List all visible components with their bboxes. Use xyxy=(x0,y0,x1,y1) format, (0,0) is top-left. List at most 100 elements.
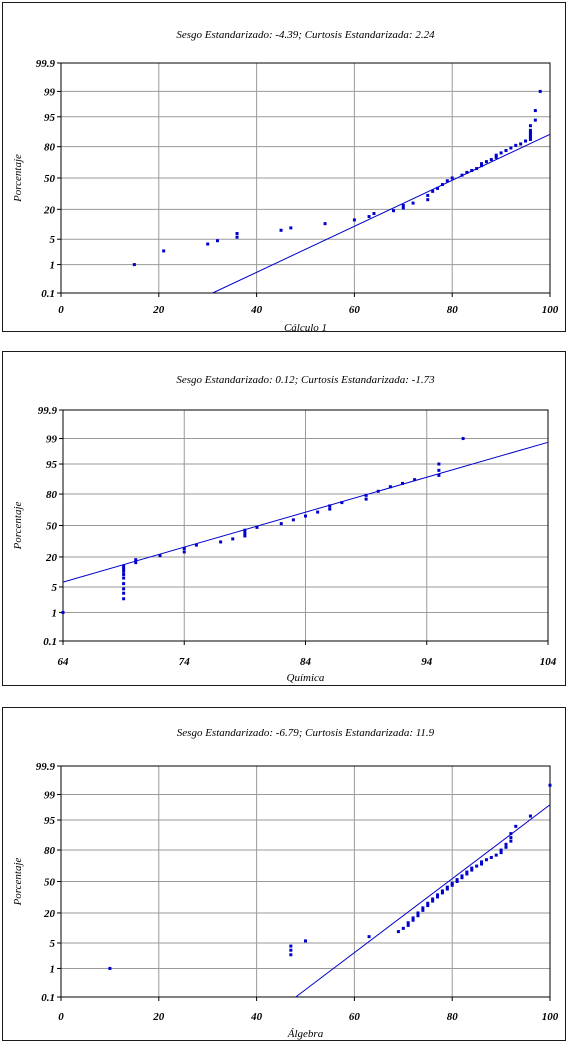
data-point xyxy=(519,142,523,146)
data-point xyxy=(445,887,449,891)
y-tick-label: 99 xyxy=(44,86,56,98)
data-point xyxy=(279,522,283,526)
data-point xyxy=(122,587,126,591)
probability-plot-calculo: Sesgo Estandarizado: -4.39; Curtosis Est… xyxy=(2,2,566,334)
y-tick-label: 5 xyxy=(52,582,58,594)
data-point xyxy=(122,566,126,570)
x-tick-label: 0 xyxy=(58,304,64,316)
x-tick-label: 40 xyxy=(250,1011,263,1023)
data-point xyxy=(134,558,138,562)
y-axis-label: Porcentaje xyxy=(12,154,24,203)
data-point xyxy=(470,866,474,870)
data-point xyxy=(323,222,327,226)
data-point xyxy=(316,510,320,514)
data-point xyxy=(401,203,405,207)
data-point xyxy=(436,186,440,190)
data-point xyxy=(108,966,112,970)
chart-title: Sesgo Estandarizado: 0.12; Curtosis Esta… xyxy=(176,374,435,386)
data-point xyxy=(289,948,293,952)
data-point xyxy=(421,906,425,910)
data-point xyxy=(460,876,464,880)
data-point xyxy=(235,235,239,239)
x-tick-label: 20 xyxy=(152,304,165,316)
data-point xyxy=(494,153,498,157)
data-point xyxy=(470,168,474,172)
data-point xyxy=(304,939,307,943)
data-point xyxy=(450,883,454,887)
data-point xyxy=(504,842,508,846)
data-point xyxy=(243,534,247,538)
x-tick-label: 100 xyxy=(542,304,559,316)
data-point xyxy=(194,543,198,547)
y-tick-label: 80 xyxy=(46,489,58,501)
probability-plot-algebra: Sesgo Estandarizado: -6.79; Curtosis Est… xyxy=(2,707,566,1041)
data-point xyxy=(528,134,532,138)
data-point xyxy=(392,209,396,213)
data-point xyxy=(401,481,404,485)
data-point xyxy=(465,872,469,876)
data-point xyxy=(291,518,295,522)
data-point xyxy=(499,151,503,155)
chart-quimica-svg: Sesgo Estandarizado: 0.12; Curtosis Esta… xyxy=(12,374,557,684)
plot-border xyxy=(60,62,551,294)
y-tick-label: 1 xyxy=(50,963,56,975)
data-point xyxy=(122,576,126,580)
data-point xyxy=(431,189,435,193)
data-point xyxy=(538,89,542,93)
data-point xyxy=(440,183,444,187)
y-tick-label: 1 xyxy=(50,260,56,272)
data-point xyxy=(289,944,293,948)
data-point xyxy=(416,914,420,918)
data-point xyxy=(460,874,464,878)
data-point xyxy=(411,918,415,922)
y-tick-label: 1 xyxy=(52,607,58,619)
data-point xyxy=(480,860,484,864)
data-point xyxy=(426,901,430,905)
data-point xyxy=(494,853,498,857)
data-point xyxy=(484,160,488,164)
data-point xyxy=(61,610,65,614)
data-point xyxy=(364,493,368,497)
data-point xyxy=(524,139,528,143)
data-point xyxy=(437,468,441,472)
data-point xyxy=(509,832,513,836)
y-tick-label: 99.9 xyxy=(36,761,56,773)
data-point xyxy=(528,130,532,134)
data-point xyxy=(431,899,435,903)
data-point xyxy=(509,836,513,840)
chart-algebra-svg: Sesgo Estandarizado: -6.79; Curtosis Est… xyxy=(12,727,559,1040)
chart-title: Sesgo Estandarizado: -6.79; Curtosis Est… xyxy=(177,727,435,739)
y-tick-label: 50 xyxy=(44,173,56,185)
data-point xyxy=(475,167,479,171)
data-point xyxy=(182,546,186,550)
data-point xyxy=(436,895,440,899)
data-point xyxy=(231,537,235,541)
data-point xyxy=(411,916,415,920)
y-tick-label: 99 xyxy=(46,434,58,446)
data-point xyxy=(235,231,239,235)
data-point xyxy=(470,868,474,872)
fit-line xyxy=(62,441,549,583)
y-tick-label: 99.9 xyxy=(36,58,56,70)
y-tick-label: 0.1 xyxy=(43,636,57,648)
y-tick-label: 20 xyxy=(43,908,56,920)
data-point xyxy=(480,162,484,166)
data-point xyxy=(440,889,444,893)
data-point xyxy=(445,179,449,183)
data-point xyxy=(528,814,532,818)
y-tick-label: 0.1 xyxy=(41,288,55,300)
y-tick-label: 0.1 xyxy=(41,992,55,1004)
data-point xyxy=(528,124,532,128)
data-point xyxy=(289,953,293,957)
data-point xyxy=(465,870,469,874)
data-point xyxy=(533,109,537,113)
data-point xyxy=(243,531,247,535)
y-tick-label: 50 xyxy=(44,877,56,889)
x-axis-label: Álgebra xyxy=(287,1028,324,1040)
y-tick-label: 5 xyxy=(50,234,56,246)
chart-calculo-svg: Sesgo Estandarizado: -4.39; Curtosis Est… xyxy=(12,29,559,334)
x-tick-label: 94 xyxy=(421,656,433,668)
data-point xyxy=(509,839,513,843)
probability-plot-quimica: Sesgo Estandarizado: 0.12; Curtosis Esta… xyxy=(2,351,566,686)
data-point xyxy=(243,528,247,532)
